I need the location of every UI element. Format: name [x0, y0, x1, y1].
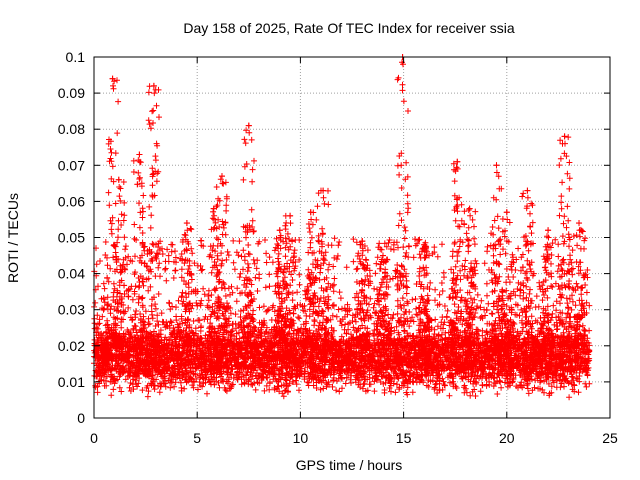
peak-point — [150, 82, 157, 89]
y-axis-label: ROTI / TECUs — [5, 193, 21, 283]
peak-point — [454, 158, 461, 165]
y-tick-label: 0.09 — [58, 85, 85, 101]
x-tick-label: 25 — [602, 430, 618, 446]
peak-point — [320, 187, 327, 194]
x-tick-label: 5 — [193, 430, 201, 446]
peak-point — [545, 227, 552, 234]
y-tick-label: 0.02 — [58, 338, 85, 354]
peak-point — [109, 75, 116, 82]
x-tick-label: 20 — [499, 430, 515, 446]
y-tick-label: 0.05 — [58, 230, 85, 246]
chart-title: Day 158 of 2025, Rate Of TEC Index for r… — [183, 20, 514, 36]
y-tick-label: 0.01 — [58, 374, 85, 390]
peak-point — [183, 220, 190, 227]
y-axis: 0 0.01 0.02 0.03 0.04 0.05 0.06 0.07 0.08 0.09 0.1 — [58, 49, 610, 426]
y-tick-label: 0.07 — [58, 157, 85, 173]
peak-point — [307, 209, 314, 216]
y-tick-label: 0.06 — [58, 193, 85, 209]
peak-point — [136, 151, 143, 158]
peak-point — [466, 205, 473, 212]
peak-point — [379, 252, 386, 259]
peak-point — [245, 122, 252, 129]
y-tick-label: 0.04 — [58, 266, 85, 282]
y-tick-label: 0.03 — [58, 302, 85, 318]
peak-point — [359, 238, 366, 245]
x-tick-label: 15 — [396, 430, 412, 446]
peak-point — [421, 241, 428, 248]
x-axis-label: GPS time / hours — [296, 457, 403, 473]
peak-point — [115, 176, 122, 183]
peak-point — [576, 220, 583, 227]
peak-point — [218, 173, 225, 180]
x-tick-label: 10 — [293, 430, 309, 446]
roti-series-markers — [91, 54, 593, 401]
x-tick-label: 0 — [90, 430, 98, 446]
peak-point — [524, 187, 531, 194]
peak-point — [210, 205, 217, 212]
x-axis: 0 5 10 15 20 25 — [90, 57, 618, 446]
y-tick-label: 0 — [77, 410, 85, 426]
y-tick-label: 0.08 — [58, 121, 85, 137]
peak-point — [287, 212, 294, 219]
y-tick-label: 0.1 — [66, 49, 86, 65]
peak-point — [276, 227, 283, 234]
peak-point — [561, 133, 568, 140]
data-points — [91, 54, 593, 401]
peak-point — [503, 209, 510, 216]
peak-point — [493, 162, 500, 169]
